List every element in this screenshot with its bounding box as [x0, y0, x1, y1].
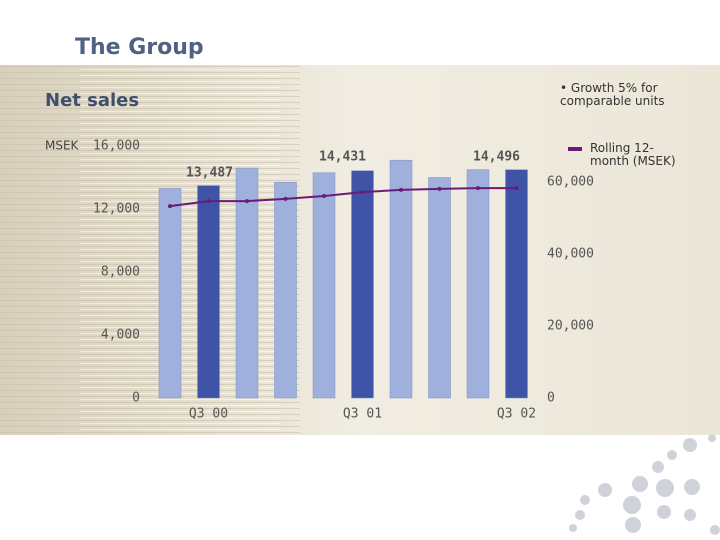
y-tick-label: 12,000	[93, 202, 140, 217]
y-axis-label: MSEK	[45, 139, 80, 153]
slide-header: The Group	[75, 35, 204, 60]
bullet-note: • Growth 5% for comparable units	[560, 81, 665, 108]
bar	[197, 185, 220, 399]
value-label: 13,487	[186, 166, 233, 181]
line-point	[399, 187, 403, 192]
line	[169, 187, 517, 208]
line-point	[168, 204, 172, 209]
bar	[389, 159, 413, 399]
value-label: 14,496	[473, 150, 520, 165]
x-tick-label: Q3 02	[497, 407, 536, 422]
decor-dots	[569, 434, 720, 535]
annotation: Growth 5% for comparable units	[560, 81, 665, 108]
bar	[505, 169, 528, 399]
bar	[351, 170, 374, 399]
legend-label: Rolling 12-month (MSEK)	[590, 141, 676, 168]
y2-tick-label: 20,000	[547, 319, 594, 334]
y-tick-label: 16,000	[93, 139, 140, 154]
y-tick-label: 4,000	[101, 328, 140, 343]
line-point	[476, 186, 480, 191]
line-point	[283, 196, 288, 201]
y2-tick-label: 60,000	[547, 175, 594, 190]
line-point	[245, 199, 249, 204]
legend-swatch	[568, 147, 582, 151]
bar	[466, 169, 490, 399]
bar	[158, 188, 182, 399]
y2-tick-label: 0	[547, 391, 555, 406]
line-point	[206, 199, 211, 204]
line-point	[514, 186, 519, 191]
x-tick-label: Q3 00	[189, 407, 228, 422]
y-tick-label: 0	[132, 391, 140, 406]
x-tick-label: Q3 01	[343, 407, 382, 422]
line-point	[437, 186, 442, 191]
line-point	[322, 194, 326, 199]
y-tick-label: 8,000	[101, 265, 140, 280]
y2-tick-label: 40,000	[547, 247, 594, 262]
bar	[274, 181, 297, 399]
bar	[235, 167, 259, 399]
chart-title: Net sales	[45, 90, 139, 111]
bar	[428, 177, 451, 399]
bar	[312, 172, 336, 399]
line-point	[360, 190, 365, 195]
value-label: 14,431	[319, 150, 366, 165]
